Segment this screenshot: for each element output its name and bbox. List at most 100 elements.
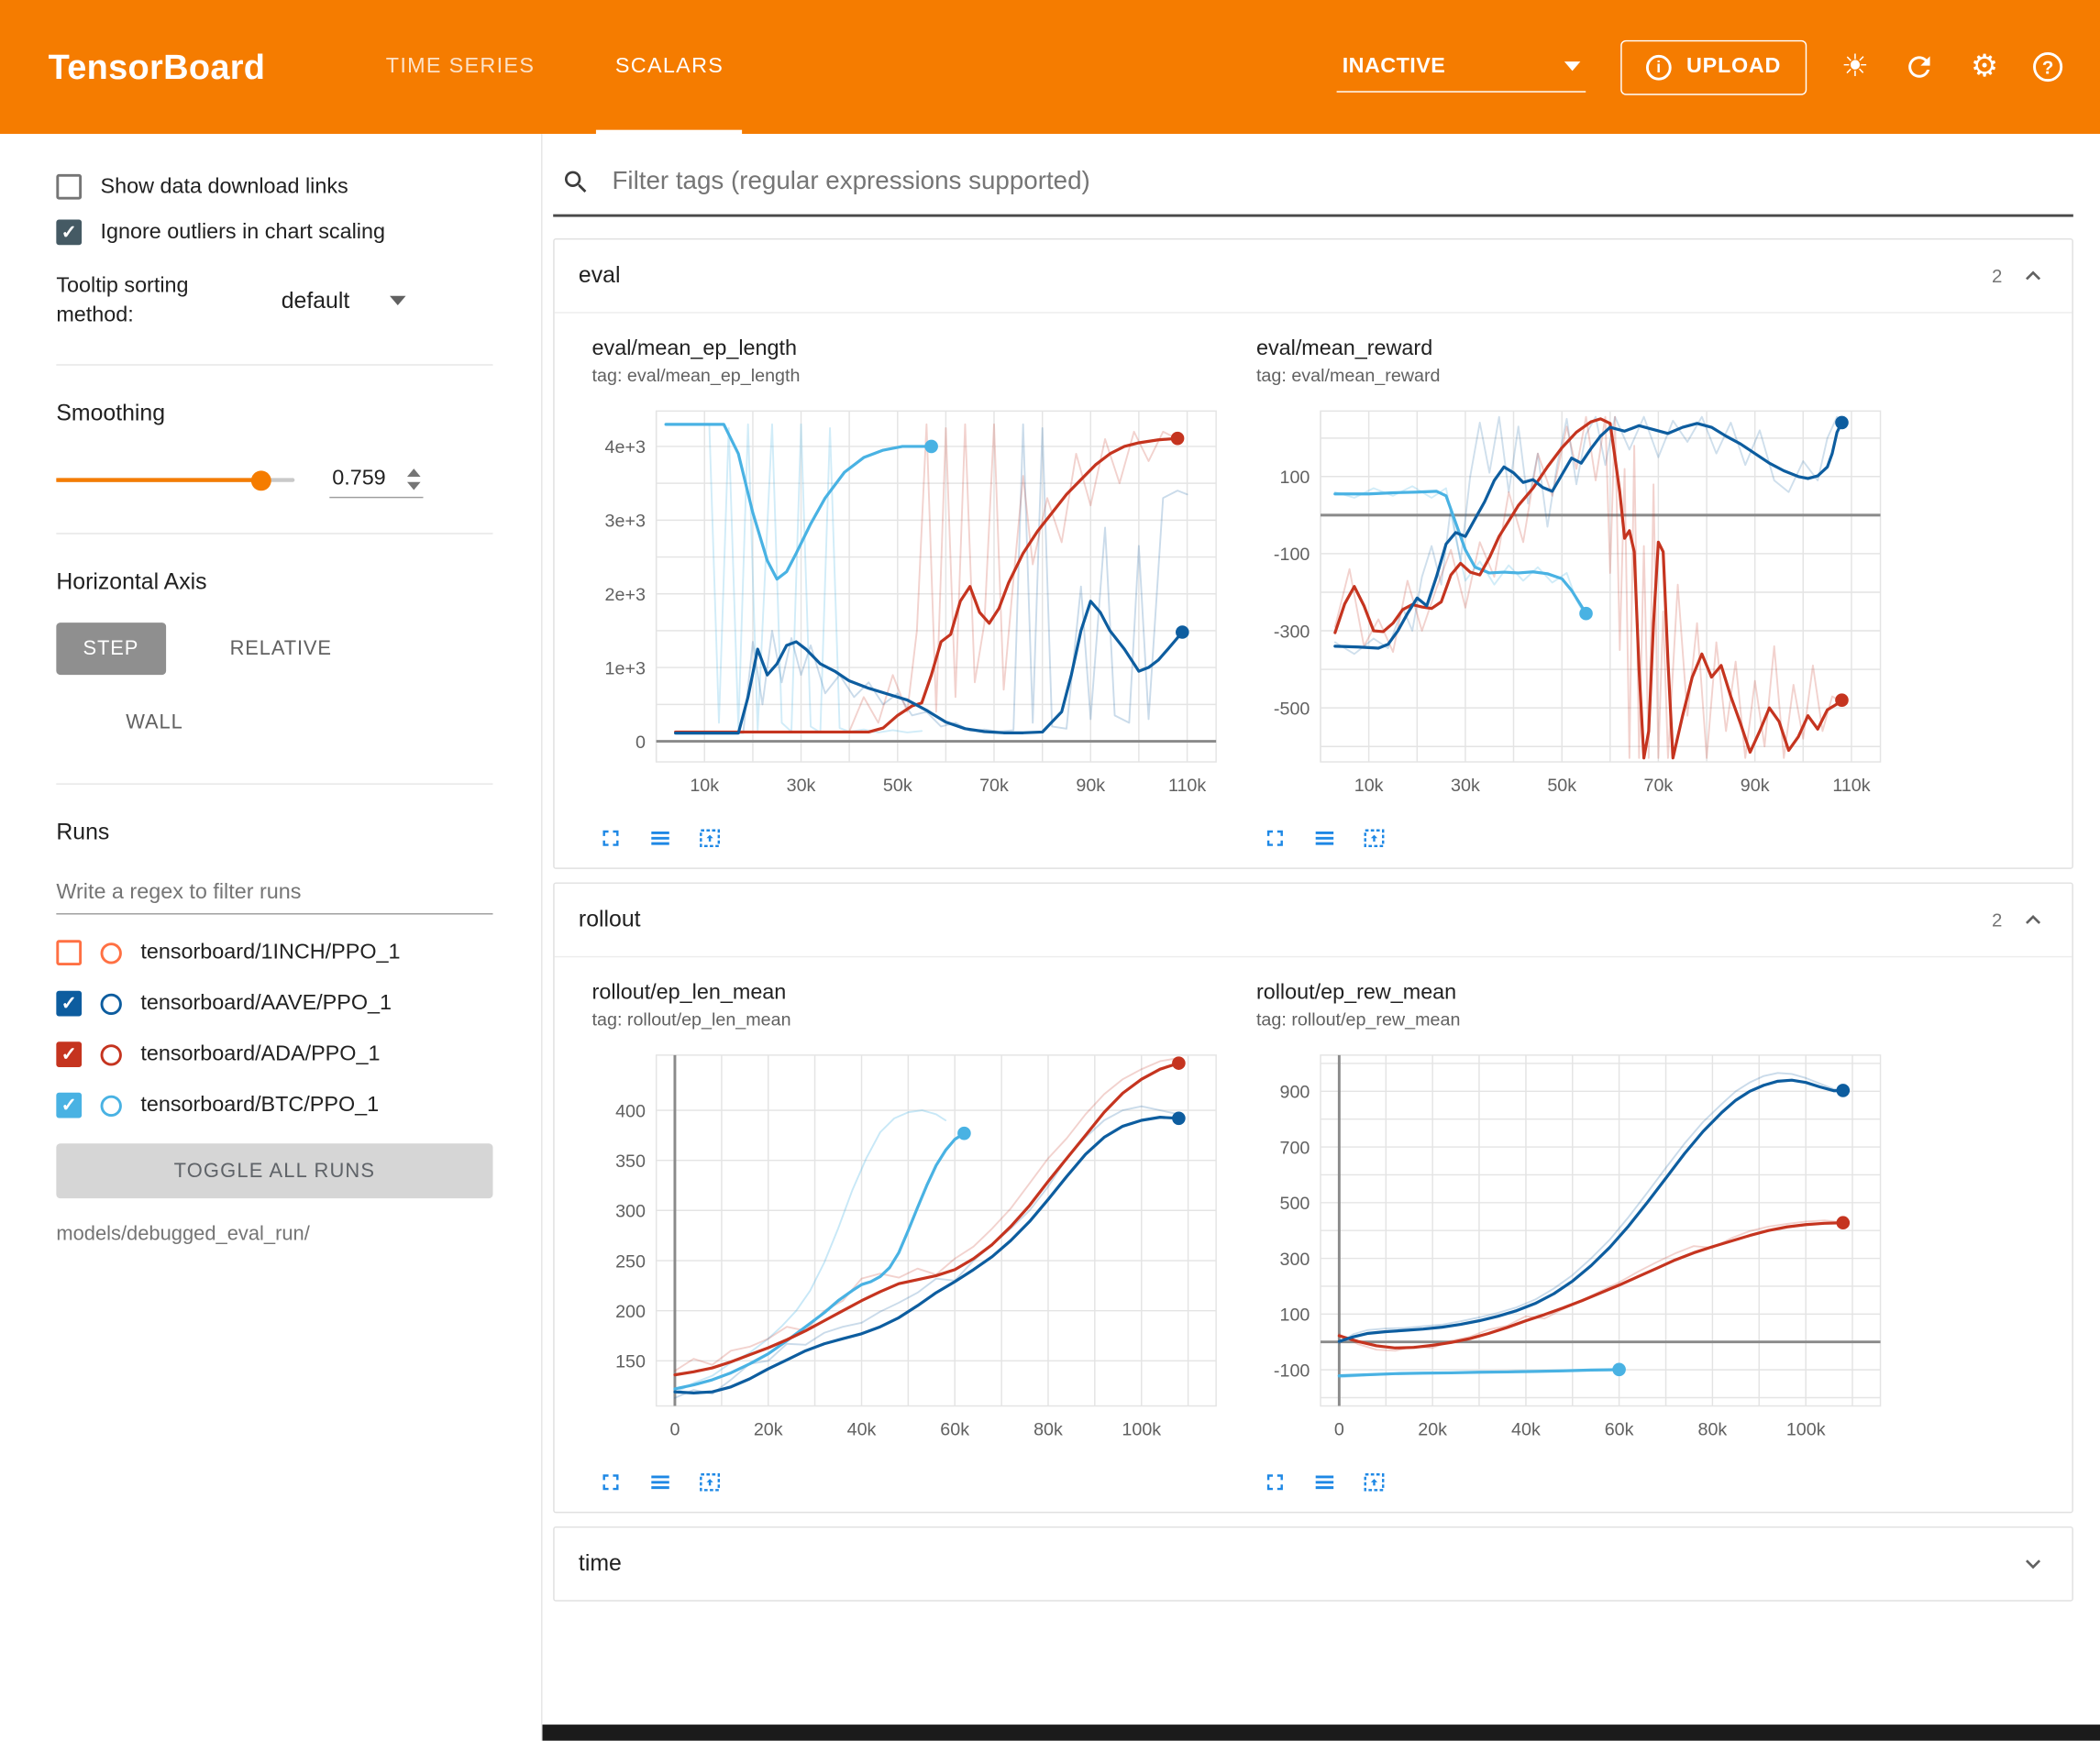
bottom-bar xyxy=(542,1724,2100,1741)
ignore-outliers-row[interactable]: Ignore outliers in chart scaling xyxy=(56,219,492,246)
smoothing-slider[interactable] xyxy=(56,469,295,490)
run-color-circle[interactable] xyxy=(100,1043,122,1066)
ignore-outliers-checkbox[interactable] xyxy=(56,219,83,246)
section-count: 2 xyxy=(1992,909,2003,931)
chart-tag: tag: eval/mean_reward xyxy=(1255,365,1441,386)
svg-text:10k: 10k xyxy=(690,776,719,796)
chevron-up-icon[interactable] xyxy=(2018,261,2048,291)
svg-text:-100: -100 xyxy=(1274,1361,1310,1381)
run-path-text: models/debugged_eval_run/ xyxy=(56,1222,310,1246)
upload-button[interactable]: i UPLOAD xyxy=(1620,39,1807,94)
chart-plot[interactable]: 10k 30k 50k 70k 90k 110k 0 1e+3 2e+3 3e+3 4e+3 xyxy=(590,398,1230,816)
settings-gear-icon[interactable]: ⚙ xyxy=(1970,49,1999,84)
show-download-links-row[interactable]: Show data download links xyxy=(56,173,492,200)
svg-text:200: 200 xyxy=(615,1302,646,1322)
runs-filter-input[interactable] xyxy=(56,873,493,915)
section-eval: eval 2 eval/mean_ep_length tag: eval/mea… xyxy=(553,237,2073,869)
axis-relative-button[interactable]: RELATIVE xyxy=(229,637,332,661)
chart-plot[interactable]: 0 20k 40k 60k 80k 100k -100 100 300 500 700 900 xyxy=(1254,1041,1894,1460)
section-title: time xyxy=(578,1550,622,1577)
svg-text:250: 250 xyxy=(615,1251,646,1272)
run-color-circle[interactable] xyxy=(100,1095,122,1117)
info-icon: i xyxy=(1646,54,1672,80)
fit-data-icon[interactable] xyxy=(1361,1469,1387,1495)
run-row-btc[interactable]: tensorboard/BTC/PPO_1 xyxy=(56,1093,492,1118)
status-dropdown[interactable]: INACTIVE xyxy=(1336,42,1586,93)
chart-tag: tag: rollout/ep_rew_mean xyxy=(1255,1009,1461,1030)
run-checkbox[interactable] xyxy=(56,991,83,1017)
svg-text:0: 0 xyxy=(669,1420,680,1440)
tooltip-sorting-label: Tooltip sorting method: xyxy=(56,274,189,326)
svg-text:300: 300 xyxy=(1279,1250,1310,1270)
section-eval-header[interactable]: eval 2 xyxy=(555,239,2072,312)
svg-text:400: 400 xyxy=(615,1101,646,1121)
show-download-links-checkbox[interactable] xyxy=(56,173,83,200)
chevron-up-icon[interactable] xyxy=(2018,905,2048,934)
data-table-icon[interactable] xyxy=(1311,825,1338,852)
svg-text:110k: 110k xyxy=(1832,776,1870,796)
tooltip-sorting-select[interactable]: default xyxy=(279,282,409,320)
data-table-icon[interactable] xyxy=(1311,1469,1338,1495)
svg-text:100: 100 xyxy=(1279,468,1310,488)
fullscreen-icon[interactable] xyxy=(597,825,624,852)
number-spinner[interactable] xyxy=(406,468,421,490)
fit-data-icon[interactable] xyxy=(696,1469,723,1495)
filter-tags-input[interactable] xyxy=(609,166,2071,199)
svg-text:60k: 60k xyxy=(1605,1420,1634,1440)
help-icon[interactable]: ? xyxy=(2033,51,2063,83)
toggle-all-runs-button[interactable]: TOGGLE ALL RUNS xyxy=(56,1143,493,1199)
svg-text:300: 300 xyxy=(615,1202,646,1222)
axis-wall-button[interactable]: WALL xyxy=(126,711,183,734)
fit-data-icon[interactable] xyxy=(696,825,723,852)
svg-text:80k: 80k xyxy=(1698,1420,1728,1440)
section-time-header[interactable]: time xyxy=(555,1527,2072,1600)
svg-text:90k: 90k xyxy=(1076,776,1105,796)
smoothing-input[interactable]: 0.759 xyxy=(329,462,424,499)
chart-plot[interactable]: 0 20k 40k 60k 80k 100k 150 200 250 300 350 400 xyxy=(590,1041,1230,1460)
svg-text:0: 0 xyxy=(1334,1420,1344,1440)
fullscreen-icon[interactable] xyxy=(1262,1469,1288,1495)
run-row-ada[interactable]: tensorboard/ADA/PPO_1 xyxy=(56,1041,492,1068)
svg-text:30k: 30k xyxy=(1451,776,1480,796)
svg-text:20k: 20k xyxy=(754,1420,783,1440)
svg-text:500: 500 xyxy=(1279,1194,1310,1214)
axis-step-button[interactable]: STEP xyxy=(56,623,166,676)
runs-label: Runs xyxy=(56,820,110,845)
chart-plot[interactable]: 10k 30k 50k 70k 90k 110k 100 -100 -300 -500 xyxy=(1254,398,1894,816)
sidebar: Show data download links Ignore outliers… xyxy=(0,134,543,1741)
svg-text:100: 100 xyxy=(1279,1306,1310,1326)
slider-knob[interactable] xyxy=(250,469,271,490)
tab-scalars[interactable]: SCALARS xyxy=(575,0,764,135)
fullscreen-icon[interactable] xyxy=(597,1469,624,1495)
brightness-icon[interactable]: ☀ xyxy=(1840,49,1869,84)
chevron-down-icon[interactable] xyxy=(2018,1549,2048,1579)
run-color-circle[interactable] xyxy=(100,942,122,964)
section-rollout-header[interactable]: rollout 2 xyxy=(555,884,2072,956)
svg-text:40k: 40k xyxy=(847,1420,877,1440)
tab-time-series[interactable]: TIME SERIES xyxy=(385,54,536,78)
svg-text:900: 900 xyxy=(1279,1083,1310,1103)
refresh-icon[interactable] xyxy=(1904,50,1936,83)
divider xyxy=(56,364,493,366)
fullscreen-icon[interactable] xyxy=(1262,825,1288,852)
app-header: TensorBoard TIME SERIES SCALARS INACTIVE… xyxy=(0,0,2100,135)
run-checkbox[interactable] xyxy=(56,940,83,966)
svg-text:50k: 50k xyxy=(1547,776,1576,796)
svg-text:110k: 110k xyxy=(1168,776,1206,796)
run-checkbox[interactable] xyxy=(56,1041,83,1068)
svg-text:3e+3: 3e+3 xyxy=(605,512,646,532)
checkbox-label: Ignore outliers in chart scaling xyxy=(100,220,385,244)
fit-data-icon[interactable] xyxy=(1361,825,1387,852)
data-table-icon[interactable] xyxy=(647,825,673,852)
run-row-aave[interactable]: tensorboard/AAVE/PPO_1 xyxy=(56,991,492,1017)
chart-title: rollout/ep_rew_mean xyxy=(1255,981,1457,1005)
run-checkbox[interactable] xyxy=(56,1093,83,1118)
svg-text:40k: 40k xyxy=(1511,1420,1541,1440)
chevron-down-icon xyxy=(1564,61,1581,72)
run-color-circle[interactable] xyxy=(100,993,122,1015)
data-table-icon[interactable] xyxy=(647,1469,673,1495)
svg-text:-500: -500 xyxy=(1274,699,1310,719)
svg-text:30k: 30k xyxy=(787,776,816,796)
svg-text:80k: 80k xyxy=(1033,1420,1063,1440)
run-row-1inch[interactable]: tensorboard/1INCH/PPO_1 xyxy=(56,940,492,966)
